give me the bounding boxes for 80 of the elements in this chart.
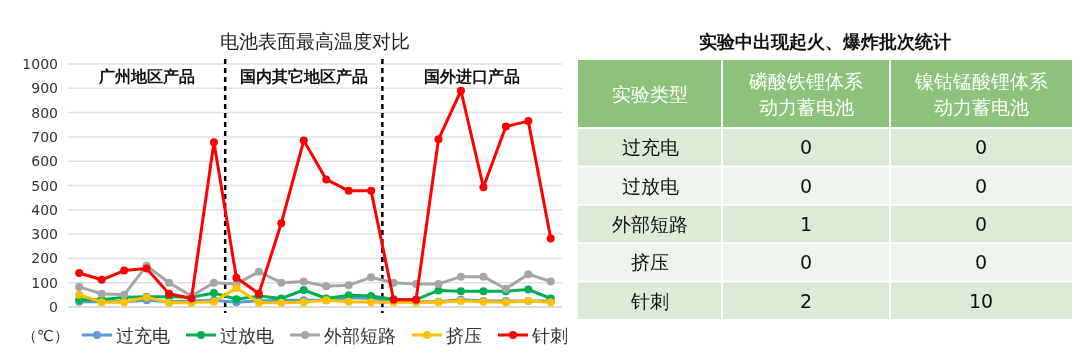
y-tick-label: 100 <box>31 274 58 291</box>
point <box>524 285 533 294</box>
point <box>75 290 84 299</box>
point <box>322 175 331 184</box>
point <box>501 122 510 131</box>
data-label: 0 <box>974 213 988 235</box>
y-tick-label: 300 <box>31 226 58 243</box>
x-tick-label: 磷酸铁锂体系动力蓄电池 <box>748 70 863 118</box>
chart-title: 实验中出现起火、爆炸批次统计 <box>699 31 951 52</box>
y-tick-label: 200 <box>31 250 58 267</box>
point <box>367 186 376 195</box>
point <box>344 186 353 195</box>
point <box>344 281 353 290</box>
data-label: 0 <box>974 174 988 197</box>
y-tick-label: 外部短路 <box>612 213 688 235</box>
point <box>434 279 443 288</box>
y-tick-label: 过放电 <box>621 174 679 197</box>
point <box>456 287 465 296</box>
y-tick-label: 针刺 <box>630 289 669 312</box>
data-label: 1 <box>799 213 813 235</box>
y-axis-title: （℃） <box>22 327 69 345</box>
point <box>524 117 533 126</box>
point <box>299 285 308 294</box>
point <box>277 219 286 228</box>
point <box>344 297 353 306</box>
y-tick-label: 1000 <box>22 56 58 72</box>
point <box>232 273 241 282</box>
y-tick-label: 600 <box>31 153 58 170</box>
y-tick-label: 400 <box>31 201 58 218</box>
y-tick-label: 挤压 <box>631 251 669 274</box>
point <box>209 278 218 287</box>
point <box>299 136 308 145</box>
point <box>299 277 308 286</box>
annotation: 国外进口产品 <box>424 67 521 86</box>
point <box>456 272 465 281</box>
legend-label: 挤压 <box>446 325 482 346</box>
point <box>254 267 263 276</box>
data-label: 2 <box>799 289 813 312</box>
point <box>97 275 106 284</box>
point <box>367 273 376 282</box>
y-tick-label: 900 <box>31 80 58 97</box>
legend-label: 外部短路 <box>324 325 396 346</box>
point <box>367 298 376 307</box>
point <box>322 282 331 291</box>
point <box>209 138 218 147</box>
point <box>277 278 286 287</box>
point <box>232 284 241 293</box>
data-label: 10 <box>968 289 994 312</box>
point <box>524 270 533 279</box>
data-label: 0 <box>974 251 988 274</box>
data-label: 0 <box>799 136 813 159</box>
data-label: 0 <box>799 251 813 274</box>
point <box>546 277 555 286</box>
legend-label: 过放电 <box>220 325 274 346</box>
point <box>120 266 129 275</box>
chart-title: 电池表面最高温度对比 <box>220 30 410 52</box>
annotation: 广州地区产品 <box>97 67 195 86</box>
point <box>546 234 555 243</box>
point <box>479 272 488 281</box>
legend-label: 过充电 <box>116 325 170 346</box>
y-tick-label: 800 <box>31 104 58 121</box>
y-tick-label: 700 <box>31 128 58 145</box>
point <box>479 287 488 296</box>
data-label: 0 <box>974 136 988 159</box>
point <box>75 283 84 292</box>
point <box>434 135 443 144</box>
annotation: 国内其它地区产品 <box>239 67 368 86</box>
data-label: 0 <box>799 174 813 197</box>
y-tick-label: 500 <box>31 177 58 194</box>
x-tick-label: 镍钴锰酸锂体系动力蓄电池 <box>913 70 1048 118</box>
y-axis-title: 实验类型 <box>612 83 688 105</box>
y-tick-label: 过充电 <box>621 136 679 159</box>
point <box>456 86 465 95</box>
point <box>479 183 488 192</box>
legend-label: 针刺 <box>531 325 568 346</box>
point <box>209 288 218 297</box>
point <box>75 268 84 277</box>
point <box>165 278 174 287</box>
point <box>97 289 106 298</box>
y-tick-label: 0 <box>49 299 58 315</box>
